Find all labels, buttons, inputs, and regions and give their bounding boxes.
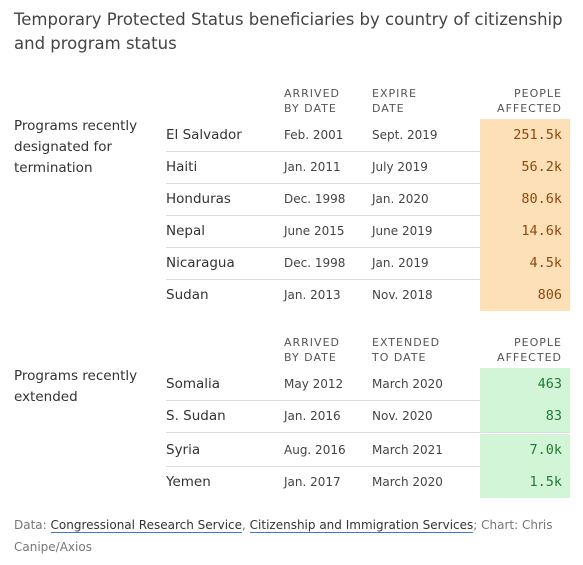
country-name: Nepal <box>166 223 205 239</box>
header-expire: EXPIRE DATE <box>372 87 417 115</box>
country-name: Haiti <box>166 159 198 175</box>
section-label-termination: Programs recently designated for termina… <box>14 118 138 176</box>
arrived-date: June 2015 <box>284 224 345 238</box>
people-affected: 83 <box>480 400 570 432</box>
arrived-date: May 2012 <box>284 377 344 391</box>
extended-date: Nov. 2020 <box>372 409 433 423</box>
header-people: PEOPLE AFFECTED <box>497 336 562 364</box>
people-affected: 4.5k <box>480 247 570 279</box>
source-link-crs[interactable]: Congressional Research Service <box>50 518 243 533</box>
expire-date: June 2019 <box>372 224 433 238</box>
arrived-date: Jan. 2011 <box>284 160 341 174</box>
arrived-date: Dec. 1998 <box>284 256 346 270</box>
country-name: Honduras <box>166 191 231 207</box>
expire-date: July 2019 <box>372 160 428 174</box>
people-affected: 80.6k <box>480 183 570 215</box>
arrived-date: Aug. 2016 <box>284 443 346 457</box>
chart-footer: Data: Congressional Research Service, Ci… <box>14 518 553 554</box>
country-name: S. Sudan <box>166 408 226 424</box>
extended-date: March 2020 <box>372 377 443 391</box>
people-affected: 7.0k <box>480 434 570 466</box>
header-extended: EXTENDED TO DATE <box>372 336 441 364</box>
table-row: Syria Aug. 2016 March 2021 7.0k <box>166 434 570 467</box>
country-name: Nicaragua <box>166 255 235 271</box>
expire-date: Sept. 2019 <box>372 128 438 142</box>
table-row: Haiti Jan. 2011 July 2019 56.2k <box>166 151 570 184</box>
header-arrived: ARRIVED BY DATE <box>284 87 341 115</box>
table-row: El Salvador Feb. 2001 Sept. 2019 251.5k <box>166 119 570 152</box>
expire-date: Nov. 2018 <box>372 288 433 302</box>
table-row: Sudan Jan. 2013 Nov. 2018 806 <box>166 279 570 311</box>
country-name: Syria <box>166 442 201 458</box>
people-affected: 251.5k <box>480 119 570 151</box>
expire-date: Jan. 2020 <box>372 192 429 206</box>
table-row: Somalia May 2012 March 2020 463 <box>166 368 570 401</box>
country-name: Yemen <box>166 474 211 490</box>
table-row: Nicaragua Dec. 1998 Jan. 2019 4.5k <box>166 247 570 280</box>
table-row: S. Sudan Jan. 2016 Nov. 2020 83 <box>166 400 570 433</box>
expire-date: Jan. 2019 <box>372 256 429 270</box>
people-affected: 806 <box>480 279 570 311</box>
header-arrived: ARRIVED BY DATE <box>284 336 341 364</box>
arrived-date: Jan. 2013 <box>284 288 341 302</box>
people-affected: 56.2k <box>480 151 570 183</box>
arrived-date: Dec. 1998 <box>284 192 346 206</box>
arrived-date: Feb. 2001 <box>284 128 344 142</box>
chart-title: Temporary Protected Status beneficiaries… <box>14 10 563 53</box>
people-affected: 14.6k <box>480 215 570 247</box>
section-label-extended: Programs recently extended <box>14 368 138 405</box>
country-name: Sudan <box>166 287 209 303</box>
header-people: PEOPLE AFFECTED <box>497 87 562 115</box>
arrived-date: Jan. 2017 <box>284 475 341 489</box>
table-row: Honduras Dec. 1998 Jan. 2020 80.6k <box>166 183 570 216</box>
country-name: Somalia <box>166 376 221 392</box>
extended-date: March 2020 <box>372 475 443 489</box>
people-affected: 463 <box>480 368 570 400</box>
country-name: El Salvador <box>166 127 242 143</box>
extended-date: March 2021 <box>372 443 443 457</box>
source-link-uscis[interactable]: Citizenship and Immigration Services <box>249 518 474 533</box>
people-affected: 1.5k <box>480 466 570 498</box>
table-row: Yemen Jan. 2017 March 2020 1.5k <box>166 466 570 498</box>
arrived-date: Jan. 2016 <box>284 409 341 423</box>
table-row: Nepal June 2015 June 2019 14.6k <box>166 215 570 248</box>
